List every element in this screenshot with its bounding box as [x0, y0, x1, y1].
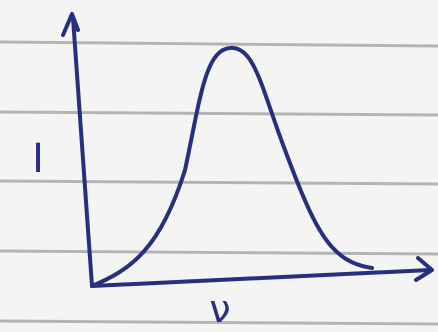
x-axis-label: ν: [209, 287, 230, 331]
paper: [0, 0, 438, 332]
page: I ν (() => { const data = JSON.parse(doc…: [0, 0, 438, 332]
y-axis-label: I: [32, 136, 44, 182]
sketch: I ν: [0, 0, 438, 332]
